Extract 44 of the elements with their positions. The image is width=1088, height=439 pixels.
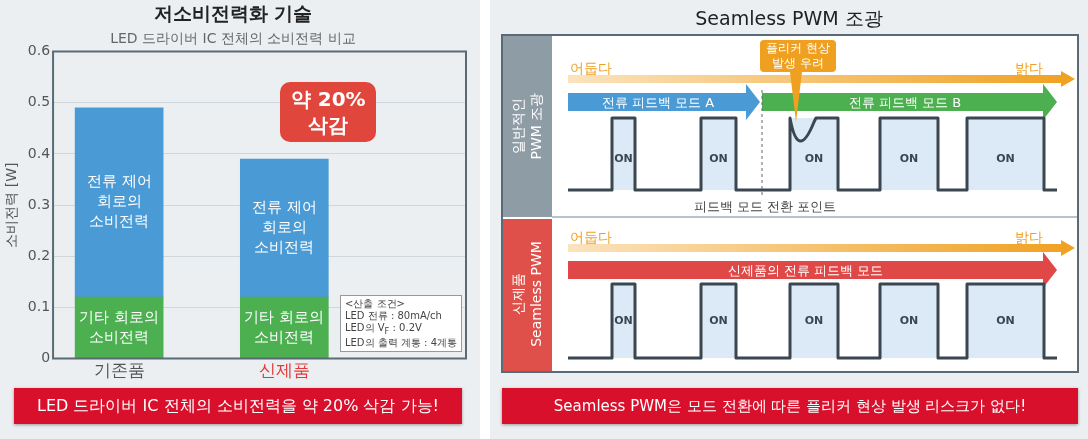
- text: LED 드라이버 IC 전체의 소비전력을 약 20% 삭감 가능!: [14, 388, 462, 424]
- text: 피드백 모드 전환 포인트: [692, 198, 838, 216]
- series-label: 전류 제어 회로의 소비전력: [86, 172, 152, 231]
- text: ON: [995, 152, 1016, 165]
- y-tick-label: 0.5: [27, 93, 51, 110]
- x-tick-label: 신제품: [258, 360, 310, 381]
- text: 전류 피드백 모드 A: [600, 94, 716, 112]
- text: 신제품 Seamless PWM: [509, 240, 545, 349]
- text: ON: [708, 152, 729, 165]
- text: 기타 회로의 소비전력: [244, 307, 325, 346]
- y-tick-label: 0.6: [27, 42, 51, 59]
- text: 밝다: [1015, 229, 1043, 247]
- y-tick-label: 0.4: [27, 144, 51, 161]
- text: ON: [898, 152, 920, 165]
- text: 신제품의 전류 피드백 모드: [726, 262, 885, 280]
- series-label: 기타 회로의 소비전력: [79, 307, 160, 346]
- y-tick-label: 0.1: [27, 298, 51, 315]
- text: Seamless PWM 조광: [694, 6, 884, 31]
- text: 밝다: [1015, 60, 1043, 78]
- text: ON: [613, 152, 634, 165]
- y-tick-label: 0.2: [27, 246, 51, 263]
- annotation: <산출 조건> LED 전류 : 80mA/ch LED의 V$_{F}$ : 0.2V LED의 출력 계통 : 4계통: [339, 294, 462, 352]
- chart-subtitle: LED 드라이버 IC 전체의 소비전력 비교: [110, 29, 356, 46]
- text: 일반적인 PWM 조광: [509, 91, 545, 162]
- y-tick-label: 0.3: [27, 195, 51, 212]
- text: 어둡다: [570, 229, 612, 247]
- y-tick-label: 0: [41, 349, 51, 366]
- text: Seamless PWM은 모드 전환에 따른 플리커 현상 발생 리스크가 없다!: [502, 388, 1078, 424]
- text: 전류 제어 회로의 소비전력: [251, 198, 317, 257]
- bar: [74, 107, 164, 298]
- chart-title: 저소비전력화 기술: [153, 2, 313, 25]
- text: ON: [898, 314, 920, 327]
- y-axis-title: 소비전력 [W]: [3, 162, 20, 248]
- annotation: 약 20% 삭감: [280, 81, 377, 142]
- text: 전류 피드백 모드 B: [847, 94, 963, 112]
- text: ON: [613, 314, 634, 327]
- bar: [239, 158, 329, 298]
- text: ON: [708, 314, 729, 327]
- text: 플리커 현상 발생 우려: [765, 41, 831, 71]
- text: ON: [995, 314, 1016, 327]
- x-tick-label: 기존품: [93, 360, 145, 381]
- text: ON: [803, 314, 825, 327]
- text: ON: [803, 152, 825, 165]
- text: 어둡다: [570, 60, 612, 78]
